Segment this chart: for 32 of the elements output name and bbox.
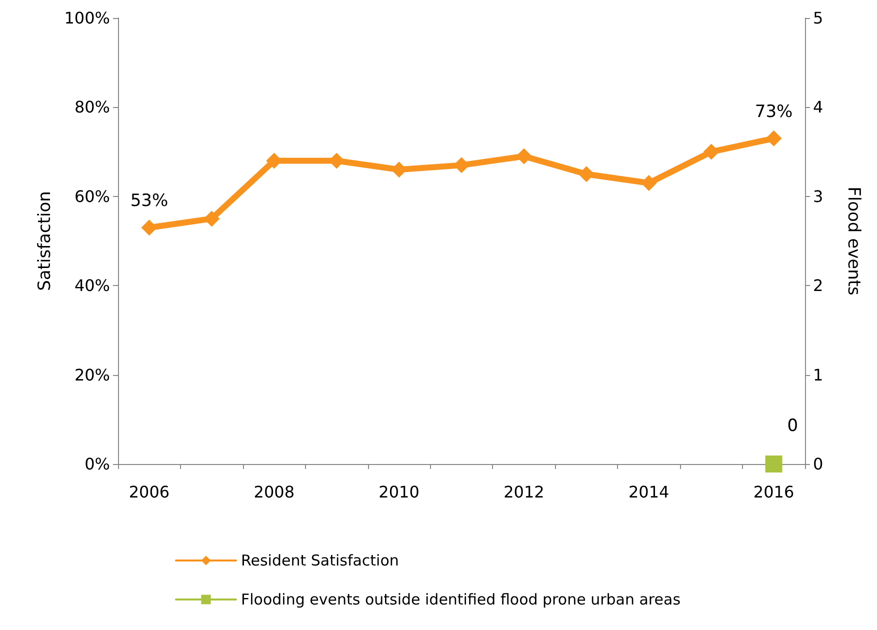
y-axis-title: Satisfaction <box>34 191 55 291</box>
x-tick-label: 2012 <box>504 482 544 502</box>
y2-axis-title: Flood events <box>844 186 864 296</box>
point <box>578 166 594 182</box>
x-tick-label: 2014 <box>628 482 670 502</box>
point <box>516 148 532 164</box>
data-label: 0 <box>787 416 798 436</box>
y2-tick-label: 1 <box>813 365 824 384</box>
legend-label: Flooding events outside identified flood prone urban areas <box>241 590 681 608</box>
point <box>141 220 158 236</box>
y2-tick-label: 5 <box>813 8 824 28</box>
data-label: 73% <box>754 102 793 122</box>
legend-label: Resident Satisfaction <box>241 552 399 570</box>
y-tick-label: 20% <box>74 365 110 384</box>
data-label: 53% <box>130 191 168 212</box>
y2-tick-label: 2 <box>813 276 824 296</box>
x-tick-label: 2008 <box>254 482 294 502</box>
y2-tick-label: 3 <box>813 186 824 206</box>
point <box>766 130 782 146</box>
x-tick-label: 2016 <box>753 482 794 502</box>
y2-tick-label: 4 <box>813 98 824 117</box>
point <box>204 210 220 227</box>
y-tick-label: 60% <box>74 186 110 206</box>
x-tick-label: 2010 <box>378 482 420 502</box>
y-tick-label: 100% <box>64 8 110 28</box>
y-tick-label: 0% <box>84 454 110 474</box>
y-tick-label: 40% <box>74 276 110 296</box>
x-tick-label: 2006 <box>128 482 170 502</box>
point <box>454 157 470 174</box>
y-tick-label: 80% <box>74 98 110 117</box>
y2-tick-label: 0 <box>813 454 824 474</box>
point <box>703 144 720 160</box>
